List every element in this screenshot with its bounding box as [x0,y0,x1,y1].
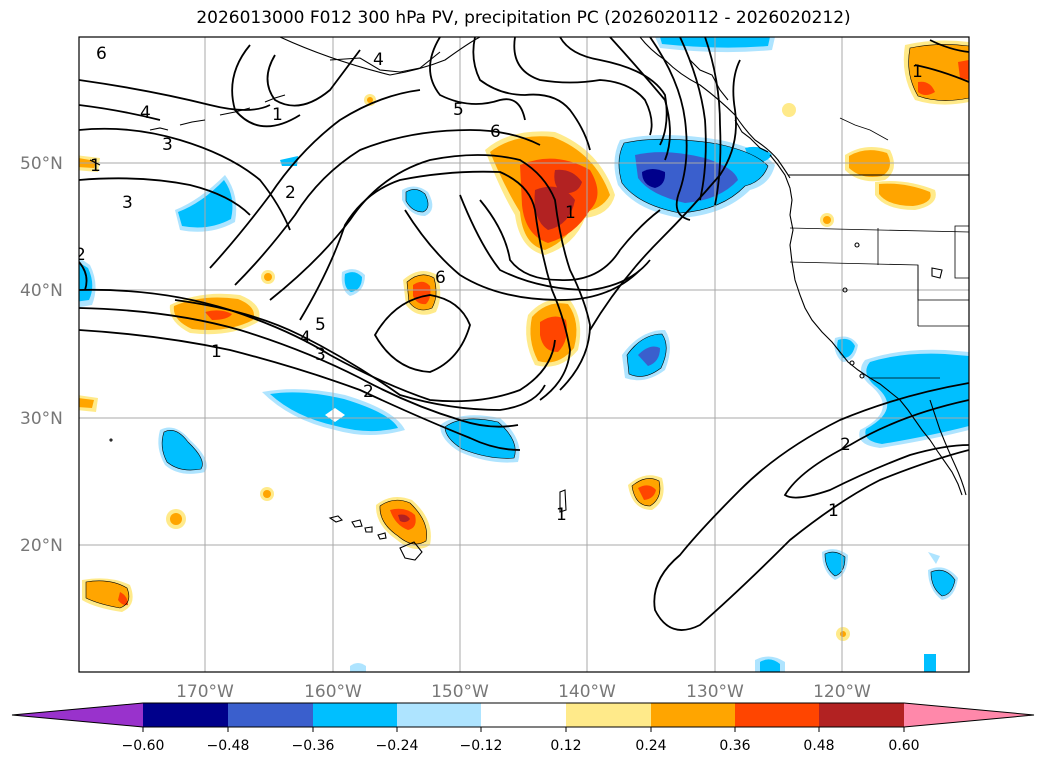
contour-label: 1 [912,62,923,82]
colorbar-tick-label: 0.24 [635,738,666,754]
precip-positive-blob [840,631,846,637]
colorbar-tick-label: 0.48 [803,738,834,754]
precip-positive-blob [879,183,931,206]
contour-label: 1 [272,105,283,125]
precip-positive-blob [823,216,831,224]
precip-positive-blob [638,485,656,500]
lon-label-120w: 120°W [813,682,871,702]
map-frame [78,36,970,673]
colorbar-swatch [228,703,313,727]
contour-label: 1 [828,501,839,521]
precip-positive-blob [958,60,969,80]
contour-label: 1 [565,203,576,223]
lon-label-170w: 170°W [176,682,234,702]
contour-label: 5 [453,100,464,120]
latitude-axis: 50°N 40°N 30°N 20°N [20,154,63,556]
contour-labels: 6 4 4 3 3 2 1 5 6 6 5 4 3 2 1 1 1 2 1 1 … [75,44,923,525]
colorbar-swatch [566,703,651,727]
lon-label-160w: 160°W [304,682,362,702]
lat-label-30n: 30°N [20,409,63,429]
lat-label-50n: 50°N [20,154,63,174]
precip-negative-blob [865,353,969,444]
precip-positive-blob [398,514,410,523]
precip-positive-blob [118,592,128,606]
colorbar-swatch [143,703,228,727]
colorbar-tick-label: 0.12 [550,738,581,754]
graticule [79,37,969,672]
colorbar-tick-label: −0.36 [292,738,335,754]
precip-negative-blob [162,430,203,471]
precip-negative-blob [931,570,955,596]
contour-label: 3 [122,193,133,213]
lat-label-40n: 40°N [20,281,63,301]
precip-positive-blob [554,169,582,194]
colorbar-extend-low [12,703,143,727]
precip-negative-blob [928,552,940,564]
colorbar-swatch [397,703,481,727]
precip-negative-blob [635,152,738,203]
precip-negative-blob [760,659,780,672]
colorbar: −0.60 −0.48 −0.36 −0.24 −0.12 0.12 0.24 … [11,702,1035,754]
precip-negative-blob [344,272,362,292]
colorbar-tick-label: −0.24 [376,738,419,754]
precip-negative-blob [638,346,660,366]
precip-negative-blob [350,663,366,672]
colorbar-swatch [819,703,904,727]
contour-label: 6 [490,122,501,142]
map-title: 2026013000 F012 300 hPa PV, precipitatio… [196,8,851,28]
longitude-axis: 170°W 160°W 150°W 140°W 130°W 120°W [176,682,871,702]
precip-negative-blob [642,169,666,188]
precip-positive-blob [534,186,575,230]
contour-label: 2 [840,435,851,455]
precip-negative-blob [825,552,845,576]
contour-label: 1 [556,505,567,525]
precip-positive-blob [170,513,182,525]
precip-positive-blob [264,273,272,281]
lon-label-130w: 130°W [686,682,744,702]
pv-contours [79,37,969,631]
colorbar-swatch [735,703,819,727]
precip-negative-blob [79,262,93,302]
contour-label: 2 [363,382,374,402]
precip-positive-blob [86,580,129,608]
contour-label: 4 [300,328,311,348]
precip-positive-blob [79,398,94,408]
precip-positive-blob [540,316,567,352]
lon-label-150w: 150°W [431,682,489,702]
contour-label: 2 [75,245,86,265]
precip-positive-blob [849,150,891,177]
contour-label: 3 [162,135,173,155]
colorbar-swatch [313,703,397,727]
contour-label: 3 [315,345,326,365]
colorbar-swatch [481,703,566,727]
precip-positive-blob [367,97,373,103]
contour-label: 2 [285,183,296,203]
colorbar-tick-label: −0.48 [207,738,250,754]
contour-label: 1 [211,342,222,362]
lon-label-140w: 140°W [558,682,616,702]
contour-label: 6 [435,268,446,288]
precip-negative-blob [924,654,936,672]
colorbar-tick-label: 0.60 [888,738,919,754]
contour-label: 5 [315,315,326,335]
lat-label-20n: 20°N [20,536,63,556]
contour-label: 4 [373,50,384,70]
colorbar-tick-label: −0.12 [460,738,503,754]
precip-positive-blob [263,490,271,498]
colorbar-swatch [651,703,735,727]
contour-label: 1 [90,156,101,176]
precip-positive-blob [205,310,232,320]
precip-positive-blob [782,103,796,117]
colorbar-extend-high [904,703,1034,727]
precip-negative-blob [406,189,429,212]
colorbar-tick-label: 0.36 [719,738,750,754]
precip-positive-blob [918,81,935,95]
contour-label: 6 [96,44,107,64]
colorbar-tick-label: −0.60 [122,738,165,754]
contour-label: 4 [140,103,151,123]
